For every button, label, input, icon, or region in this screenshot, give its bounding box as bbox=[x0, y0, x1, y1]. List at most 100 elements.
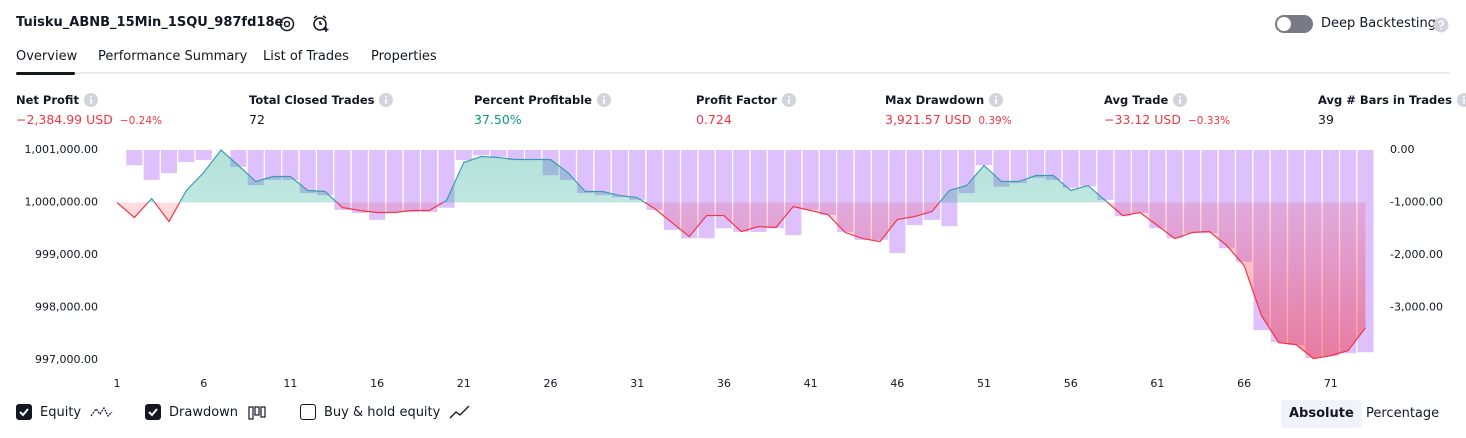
info-icon[interactable] bbox=[1456, 93, 1466, 107]
settings-icon[interactable] bbox=[278, 15, 296, 33]
drawdown-bar bbox=[403, 150, 420, 212]
drawdown-icon bbox=[254, 406, 260, 416]
equity-area-down bbox=[117, 202, 1366, 359]
drawdown-bar bbox=[455, 150, 472, 160]
tab[interactable]: List of Trades bbox=[263, 49, 349, 64]
metric-label: Percent Profitable bbox=[474, 93, 611, 107]
metric-label: Profit Factor bbox=[696, 93, 796, 107]
x-tick-label: 26 bbox=[544, 377, 558, 390]
drawdown-bar bbox=[334, 150, 351, 210]
checkbox-label: Drawdown bbox=[169, 404, 239, 420]
x-tick-label: 41 bbox=[804, 377, 818, 390]
y-tick-label: 998,000.00 bbox=[35, 301, 98, 314]
x-tick-label: 16 bbox=[370, 377, 384, 390]
x-tick-label: 1 bbox=[114, 377, 121, 390]
drawdown-bar bbox=[525, 150, 542, 160]
drawdown-bar bbox=[1062, 150, 1079, 188]
info-icon-dot bbox=[787, 95, 790, 98]
tab[interactable]: Performance Summary bbox=[98, 49, 248, 64]
help-icon[interactable] bbox=[1433, 17, 1449, 33]
drawdown-bar bbox=[923, 150, 940, 220]
checkbox[interactable] bbox=[16, 404, 32, 420]
metric-percent: −0.33% bbox=[1187, 115, 1231, 127]
metric-value: 72 bbox=[249, 112, 265, 127]
tab[interactable]: Overview bbox=[16, 49, 78, 64]
x-tick-label: 61 bbox=[1150, 377, 1164, 390]
info-icon[interactable] bbox=[989, 93, 1004, 107]
y-tick-label: 997,000.00 bbox=[35, 353, 98, 366]
y2-tick-label: 0.00 bbox=[1390, 143, 1415, 156]
info-icon-dot bbox=[89, 95, 92, 98]
info-icon[interactable] bbox=[781, 93, 796, 107]
y-tick-label: 999,000.00 bbox=[35, 248, 98, 261]
metric-value: 3,921.57 USD 0.39% bbox=[885, 112, 1012, 127]
metric-value-text: 39 bbox=[1318, 112, 1334, 127]
x-tick-label: 36 bbox=[717, 377, 731, 390]
metric-value-text: −2,384.99 USD bbox=[16, 112, 113, 127]
metric-label-text: Avg # Bars in Trades bbox=[1318, 93, 1452, 107]
metric-label-text: Max Drawdown bbox=[885, 93, 985, 107]
checkbox-label: Buy & hold equity bbox=[324, 404, 441, 420]
deep-backtesting-toggle[interactable] bbox=[1275, 15, 1313, 33]
metric-value-text: 0.724 bbox=[696, 112, 732, 127]
drawdown-bar bbox=[819, 150, 836, 216]
drawdown-bar bbox=[802, 150, 819, 210]
info-icon[interactable] bbox=[83, 93, 98, 107]
info-icon[interactable] bbox=[1173, 93, 1188, 107]
metric-value-text: 72 bbox=[249, 112, 265, 127]
drawdown-bar bbox=[421, 150, 438, 212]
drawdown-bar bbox=[143, 150, 160, 180]
metric-label-text: Total Closed Trades bbox=[249, 93, 375, 107]
drawdown-bar bbox=[473, 150, 490, 156]
checkmark-path bbox=[19, 408, 29, 417]
x-tick-label: 46 bbox=[890, 377, 904, 390]
checkbox[interactable] bbox=[300, 404, 316, 420]
checkbox[interactable] bbox=[145, 404, 161, 420]
legend-toggle[interactable]: Buy & hold equity bbox=[300, 404, 472, 420]
info-icon-dot bbox=[1179, 95, 1182, 98]
drawdown-icon bbox=[248, 406, 254, 420]
metric-value-text: 3,921.57 USD bbox=[885, 112, 972, 127]
drawdown-bar bbox=[386, 150, 403, 212]
equity-icon bbox=[90, 406, 113, 418]
alert-icon[interactable] bbox=[311, 14, 331, 34]
tab-divider bbox=[16, 72, 1450, 74]
legend-toggle[interactable]: Equity bbox=[16, 404, 113, 420]
drawdown-bar bbox=[1132, 150, 1149, 214]
tab[interactable]: Properties bbox=[371, 49, 437, 64]
legend-toggle[interactable]: Drawdown bbox=[145, 404, 270, 420]
metric-value: 39 bbox=[1318, 112, 1334, 127]
checkbox-label: Equity bbox=[40, 404, 82, 420]
info-icon[interactable] bbox=[596, 93, 611, 107]
mode-button[interactable]: Percentage bbox=[1366, 406, 1440, 421]
metric-label: Avg Trade bbox=[1104, 93, 1188, 107]
legend-icon bbox=[90, 406, 113, 418]
drawdown-bar bbox=[941, 150, 958, 227]
equity-line-down bbox=[116, 202, 1366, 360]
metric-value: 37.50% bbox=[474, 112, 522, 127]
info-icon-dot bbox=[385, 95, 388, 98]
drawdown-bar bbox=[785, 150, 802, 236]
x-tick-label: 21 bbox=[457, 377, 471, 390]
drawdown-bar bbox=[369, 150, 386, 220]
x-tick-label: 31 bbox=[630, 377, 644, 390]
drawdown-bar bbox=[1080, 150, 1097, 187]
drawdown-bar bbox=[490, 150, 507, 157]
y2-tick-label: -2,000.00 bbox=[1390, 248, 1443, 261]
y-tick-label: 1,001,000.00 bbox=[25, 143, 98, 156]
info-icon[interactable] bbox=[379, 93, 394, 107]
drawdown-bar bbox=[247, 150, 264, 186]
metric-percent: 0.39% bbox=[978, 115, 1012, 127]
drawdown-bar bbox=[507, 150, 524, 160]
drawdown-bar bbox=[889, 150, 906, 253]
drawdown-bar bbox=[1097, 150, 1114, 200]
drawdown-bar bbox=[195, 150, 212, 160]
x-tick-label: 66 bbox=[1237, 377, 1251, 390]
metric-value-text: −33.12 USD bbox=[1104, 112, 1181, 127]
x-tick-label: 51 bbox=[977, 377, 991, 390]
mode-button[interactable]: Absolute bbox=[1281, 400, 1362, 428]
drawdown-bar bbox=[698, 150, 715, 239]
drawdown-bar bbox=[265, 150, 282, 180]
drawdown-bar bbox=[351, 150, 368, 214]
